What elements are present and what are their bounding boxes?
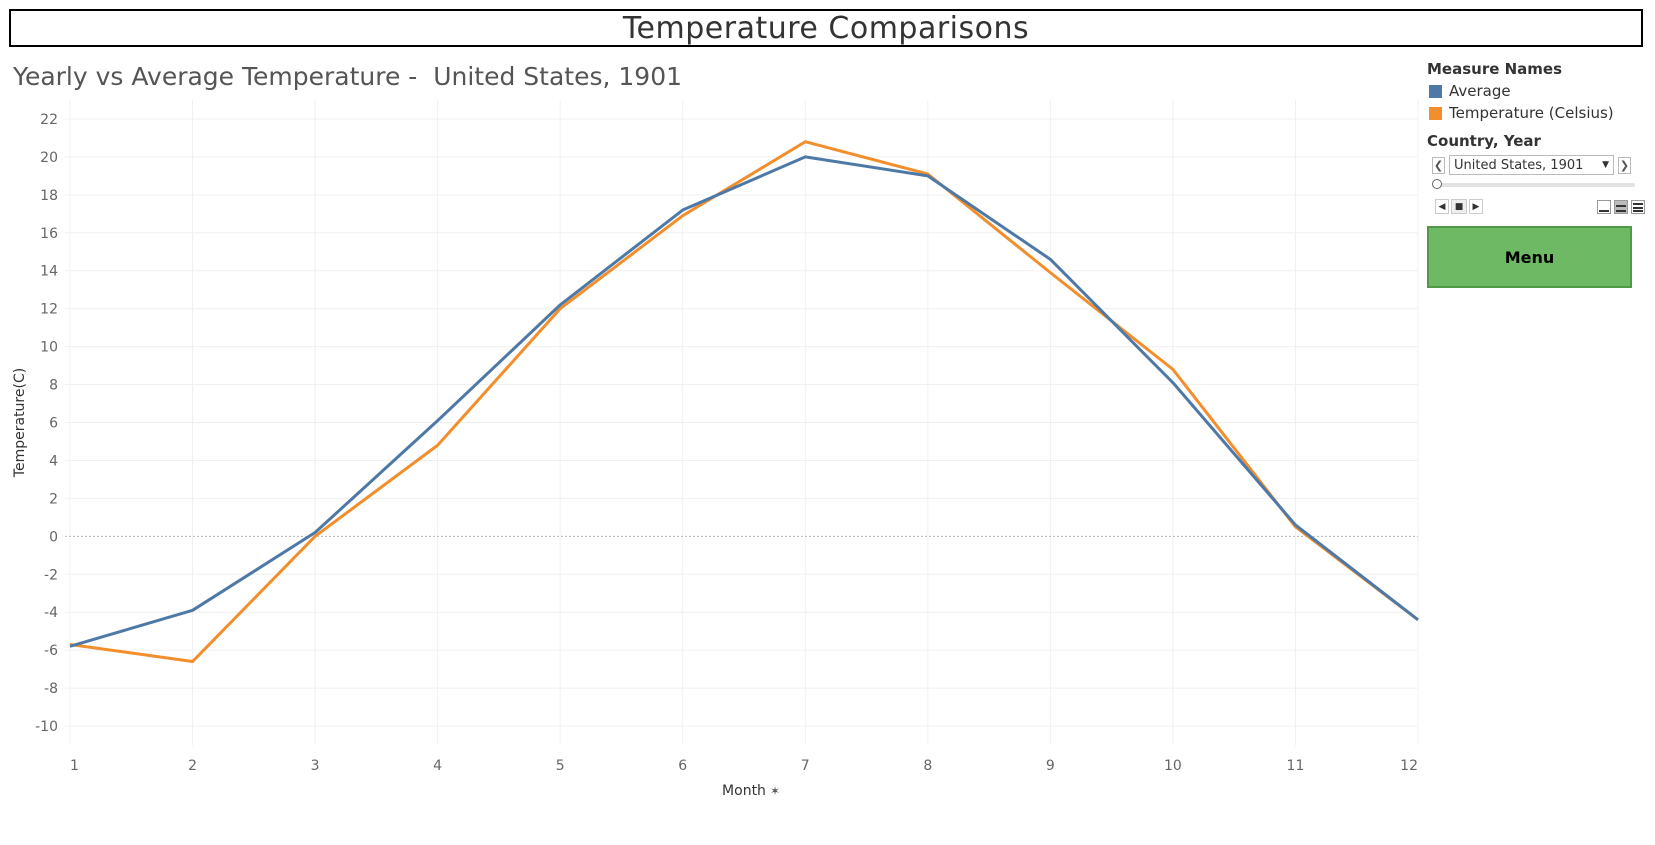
x-tick-label: 7 <box>801 758 810 774</box>
speed-fast-icon[interactable] <box>1631 199 1645 214</box>
legend-label-average: Average <box>1449 82 1511 100</box>
speed-medium-icon[interactable] <box>1614 199 1628 214</box>
x-tick-label: 3 <box>311 758 320 774</box>
menu-button-label: Menu <box>1504 247 1555 267</box>
y-tick-label: 16 <box>40 226 58 242</box>
y-tick-label: 20 <box>40 150 58 166</box>
step-forward-icon[interactable]: ▶ <box>1469 199 1483 214</box>
menu-button[interactable]: Menu <box>1427 226 1632 288</box>
y-tick-label: 14 <box>40 264 58 280</box>
y-tick-label: 22 <box>40 112 58 128</box>
filter-title: Country, Year <box>1427 132 1541 150</box>
sheet-title: Yearly vs Average Temperature - United S… <box>13 62 683 91</box>
step-back-icon[interactable]: ◀ <box>1435 199 1449 214</box>
y-tick-label: 4 <box>49 453 58 469</box>
series-line-average <box>69 155 1419 648</box>
dashboard-title-box: Temperature Comparisons <box>9 9 1643 47</box>
y-tick-label: -10 <box>35 719 58 735</box>
legend-swatch-average <box>1429 84 1442 98</box>
y-tick-label: -4 <box>44 605 58 621</box>
legend-swatch-temperature <box>1429 106 1442 120</box>
play-buttons: ◀ ■ ▶ <box>1435 199 1483 214</box>
filter-row: ❮ United States, 1901 ▼ ❯ <box>1432 155 1645 175</box>
y-tick-label: 0 <box>49 529 58 545</box>
chevron-right-icon[interactable]: ❯ <box>1618 156 1631 174</box>
x-tick-label: 4 <box>433 758 442 774</box>
legend-item-average[interactable]: Average <box>1427 82 1645 100</box>
y-tick-label: 8 <box>49 378 58 394</box>
country-year-select[interactable]: United States, 1901 ▼ <box>1449 155 1614 175</box>
slider-knob[interactable] <box>1432 179 1442 189</box>
y-axis-label: Temperature(C) <box>12 368 28 478</box>
y-tick-label: 10 <box>40 340 58 356</box>
speed-slow-icon[interactable] <box>1597 199 1611 214</box>
legend-item-temperature[interactable]: Temperature (Celsius) <box>1427 104 1645 122</box>
x-tick-label: 6 <box>678 758 687 774</box>
x-tick-label: 8 <box>923 758 932 774</box>
y-tick-label: -2 <box>44 567 58 583</box>
x-tick-label: 2 <box>188 758 197 774</box>
legend-label-temperature: Temperature (Celsius) <box>1449 104 1614 122</box>
pin-icon: ✶ <box>770 784 780 798</box>
y-tick-label: 6 <box>49 416 58 432</box>
side-panel: Measure Names Average Temperature (Celsi… <box>1427 58 1645 288</box>
y-tick-label: 2 <box>49 491 58 507</box>
y-tick-label: -6 <box>44 643 58 659</box>
legend-title: Measure Names <box>1427 60 1563 78</box>
y-tick-label: 18 <box>40 188 58 204</box>
playback-controls: ◀ ■ ▶ <box>1435 199 1645 214</box>
x-tick-label: 11 <box>1287 758 1305 774</box>
caret-down-icon: ▼ <box>1602 160 1609 170</box>
dashboard-title: Temperature Comparisons <box>622 10 1030 46</box>
speed-buttons <box>1597 199 1645 214</box>
y-tick-label: 12 <box>40 302 58 318</box>
select-value: United States, 1901 <box>1454 157 1584 173</box>
chevron-left-icon[interactable]: ❮ <box>1432 156 1445 174</box>
x-tick-label: 5 <box>556 758 565 774</box>
x-tick-label: 10 <box>1164 758 1182 774</box>
year-slider[interactable] <box>1432 179 1635 189</box>
y-tick-label: -8 <box>44 681 58 697</box>
x-tick-label: 1 <box>70 758 79 774</box>
stop-icon[interactable]: ■ <box>1451 199 1467 214</box>
series-line-temperature <box>69 140 1419 664</box>
x-tick-label: 12 <box>1400 758 1418 774</box>
x-tick-label: 9 <box>1046 758 1055 774</box>
x-axis-label: Month <box>722 783 766 799</box>
